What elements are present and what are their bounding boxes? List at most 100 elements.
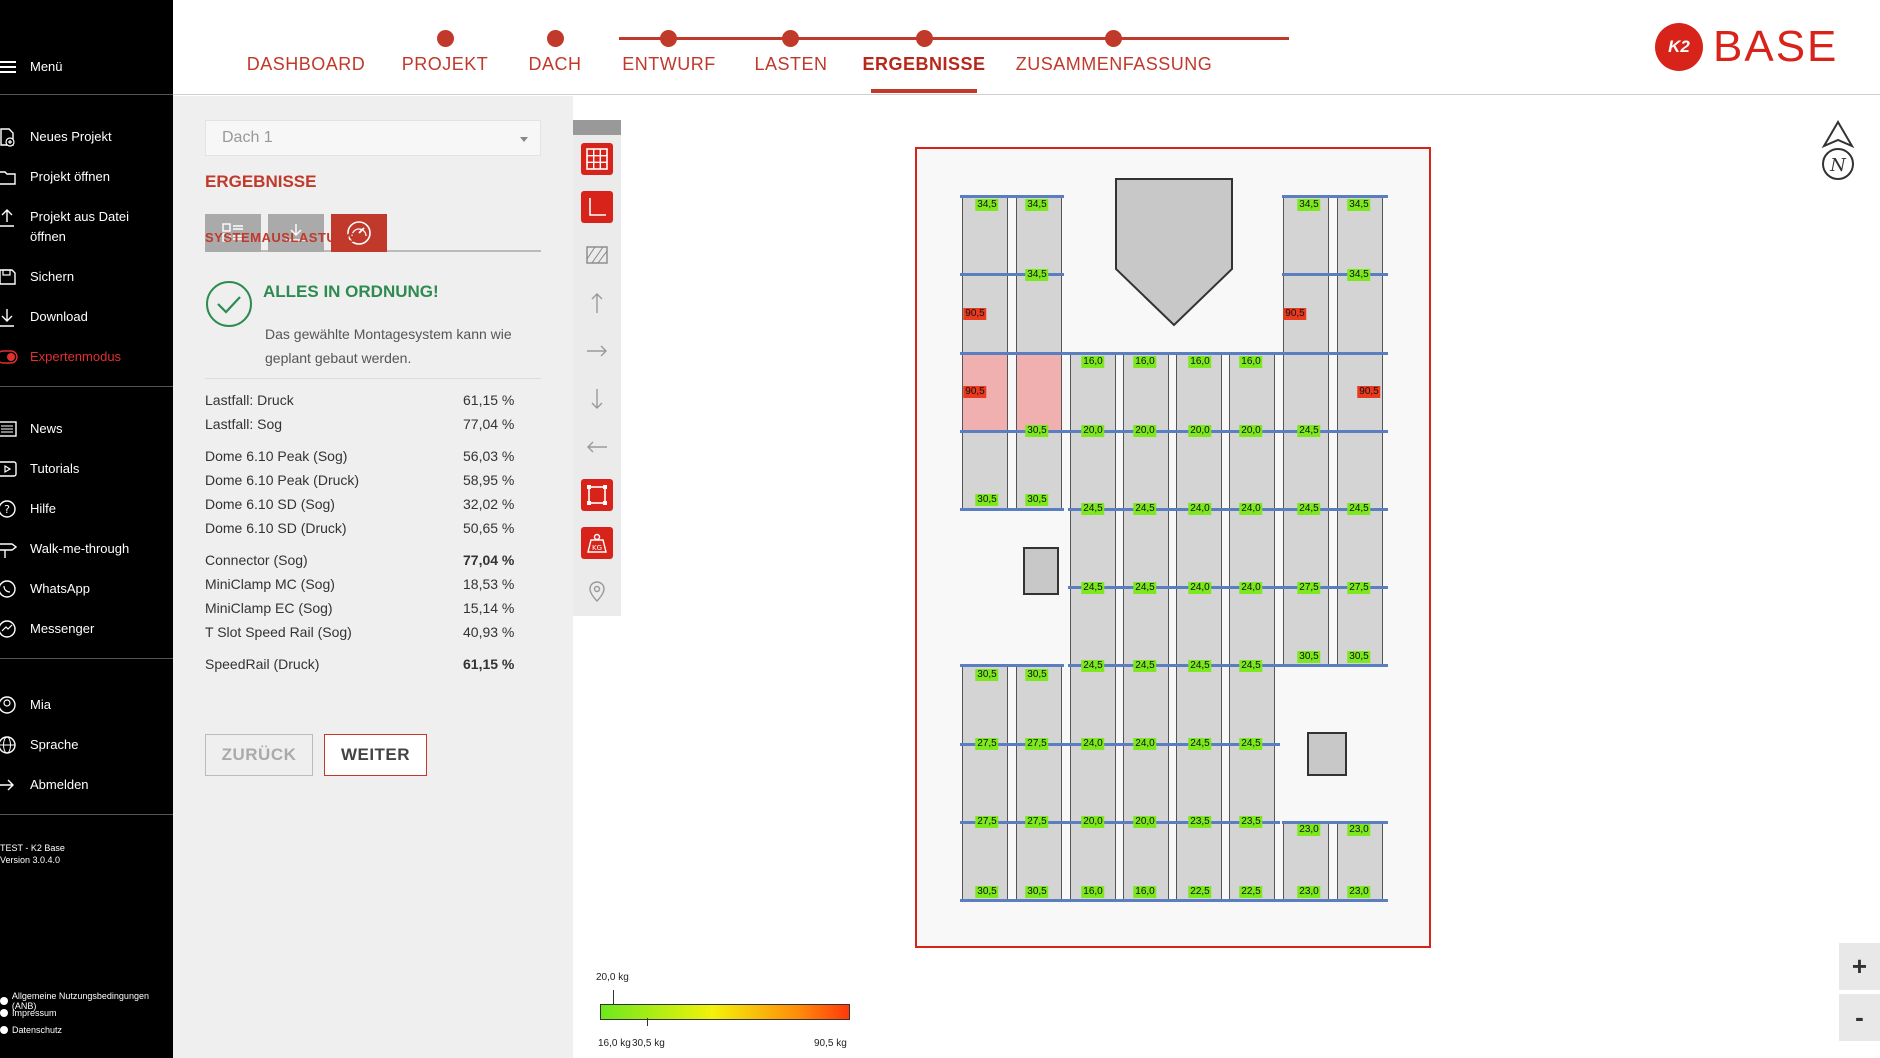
sidebar-item-logout[interactable]: Abmelden bbox=[0, 774, 89, 796]
roof-select-value: Dach 1 bbox=[222, 129, 273, 146]
load-value-tag: 24,5 bbox=[1239, 660, 1263, 672]
load-value-tag: 30,5 bbox=[975, 886, 999, 898]
base-logo-text: BASE bbox=[1713, 22, 1839, 71]
solar-module bbox=[1070, 353, 1116, 901]
load-value-tag: 30,5 bbox=[1025, 494, 1049, 506]
sidebar-item-open-from-file[interactable]: Projekt aus Datei öffnen bbox=[0, 206, 150, 247]
tab-dashboard[interactable]: DASHBOARD bbox=[246, 54, 366, 74]
download-tray-icon bbox=[286, 224, 306, 241]
zoom-out-button[interactable]: - bbox=[1839, 994, 1880, 1041]
load-value-tag: 90,5 bbox=[1283, 308, 1307, 320]
load-value-tag: 20,0 bbox=[1081, 425, 1105, 437]
mounting-rail bbox=[1068, 508, 1388, 511]
mounting-rail bbox=[960, 273, 1064, 276]
tab-zusammenfassung[interactable]: ZUSAMMENFASSUNG bbox=[1015, 54, 1213, 74]
sidebar-item-help[interactable]: ? Hilfe bbox=[0, 498, 56, 520]
solar-module bbox=[1229, 353, 1275, 901]
mounting-rail bbox=[960, 743, 1280, 746]
result-row: Dome 6.10 Peak (Druck) 58,95 % bbox=[205, 472, 515, 488]
edge-tool-button[interactable] bbox=[581, 191, 613, 223]
sidebar-item-whatsapp[interactable]: WhatsApp bbox=[0, 578, 90, 600]
back-button[interactable]: ZURÜCK bbox=[205, 734, 313, 776]
sidebar-item-news[interactable]: News bbox=[0, 418, 63, 440]
sidebar-item-save[interactable]: Sichern bbox=[0, 266, 74, 288]
upload-icon bbox=[0, 206, 18, 228]
menu-button[interactable]: Menü bbox=[0, 56, 63, 78]
arrow-down-icon bbox=[591, 389, 603, 409]
sidebar-item-download[interactable]: Download bbox=[0, 306, 88, 328]
load-value-tag: 90,5 bbox=[963, 386, 987, 398]
sidebar-item-new-project[interactable]: Neues Projekt bbox=[0, 126, 112, 148]
load-value-tag: 20,0 bbox=[1133, 425, 1157, 437]
load-value-tag: 24,5 bbox=[1297, 425, 1321, 437]
mounting-rail bbox=[960, 508, 1064, 511]
arrow-down-button[interactable] bbox=[581, 383, 613, 415]
mounting-rail bbox=[960, 195, 1064, 198]
check-circle-icon bbox=[205, 280, 253, 333]
sidebar-item-walkthrough[interactable]: Walk-me-through bbox=[0, 538, 129, 560]
load-value-tag: 24,5 bbox=[1081, 660, 1105, 672]
load-value-tag: 24,5 bbox=[1297, 503, 1321, 515]
svg-text:KG: KG bbox=[592, 544, 602, 552]
status-title: ALLES IN ORDNUNG! bbox=[263, 282, 439, 301]
load-value-tag: 30,5 bbox=[1025, 425, 1049, 437]
result-row: MiniClamp EC (Sog) 15,14 % bbox=[205, 600, 515, 616]
divider bbox=[0, 814, 173, 815]
tab-entwurf[interactable]: ENTWURF bbox=[622, 54, 716, 74]
result-row: Dome 6.10 SD (Druck) 50,65 % bbox=[205, 520, 515, 536]
weight-tool-button[interactable]: KG bbox=[581, 527, 613, 559]
zoom-in-button[interactable]: + bbox=[1839, 943, 1880, 990]
tab-dach[interactable]: DACH bbox=[528, 54, 582, 74]
sidebar-item-expert-mode[interactable]: Expertenmodus bbox=[0, 346, 121, 368]
mounting-rail bbox=[960, 899, 1388, 902]
roof-select[interactable]: Dach 1 bbox=[205, 120, 541, 156]
sidebar-item-language[interactable]: Sprache bbox=[0, 734, 78, 756]
load-value-tag: 24,5 bbox=[1239, 738, 1263, 750]
messenger-icon bbox=[0, 618, 18, 640]
tab-lasten[interactable]: LASTEN bbox=[754, 54, 828, 74]
sidebar: Menü Neues Projekt Projekt öffnen Projek… bbox=[0, 0, 173, 1058]
panel-title: ERGEBNISSE bbox=[205, 172, 317, 191]
tab-projekt[interactable]: PROJEKT bbox=[401, 54, 489, 74]
download-icon bbox=[0, 306, 18, 328]
newspaper-icon bbox=[0, 418, 18, 440]
result-row: T Slot Speed Rail (Sog) 40,93 % bbox=[205, 624, 515, 640]
arrow-up-button[interactable] bbox=[581, 287, 613, 319]
step-dot-zusammenfassung bbox=[1105, 30, 1122, 47]
legend-max-label: 90,5 kg bbox=[814, 1038, 847, 1049]
load-value-tag: 20,0 bbox=[1081, 816, 1105, 828]
mounting-rail bbox=[960, 430, 1388, 433]
load-value-tag: 23,5 bbox=[1188, 816, 1212, 828]
tab-download-view[interactable] bbox=[268, 214, 324, 252]
frame-tool-button[interactable] bbox=[581, 479, 613, 511]
solar-module bbox=[1176, 353, 1222, 901]
sidebar-item-mia[interactable]: Mia bbox=[0, 694, 51, 716]
load-value-tag: 34,5 bbox=[1347, 269, 1371, 281]
mounting-rail bbox=[1068, 586, 1388, 589]
grid-icon bbox=[586, 148, 608, 170]
load-value-tag: 24,5 bbox=[1081, 503, 1105, 515]
sidebar-item-tutorials[interactable]: Tutorials bbox=[0, 458, 79, 480]
arrow-left-button[interactable] bbox=[581, 431, 613, 463]
location-tool-button[interactable] bbox=[581, 575, 613, 607]
grid-tool-button[interactable] bbox=[581, 143, 613, 175]
hatch-tool-button[interactable] bbox=[581, 239, 613, 271]
terms-link[interactable]: Allgemeine Nutzungsbedingungen (ANB) bbox=[0, 991, 173, 1011]
load-value-tag: 20,0 bbox=[1188, 425, 1212, 437]
hatch-icon bbox=[586, 246, 608, 264]
info-icon bbox=[0, 1009, 8, 1017]
tab-ergebnisse[interactable]: ERGEBNISSE bbox=[862, 54, 986, 74]
privacy-link[interactable]: Datenschutz bbox=[0, 1025, 62, 1035]
tab-utilization-view[interactable] bbox=[331, 214, 387, 252]
sidebar-item-open-project[interactable]: Projekt öffnen bbox=[0, 166, 110, 188]
next-button[interactable]: WEITER bbox=[324, 734, 427, 776]
sidebar-item-messenger[interactable]: Messenger bbox=[0, 618, 94, 640]
tab-list-view[interactable] bbox=[205, 214, 261, 252]
toolbar-header bbox=[573, 120, 621, 135]
load-value-tag: 24,5 bbox=[1188, 660, 1212, 672]
load-value-tag: 30,5 bbox=[1297, 651, 1321, 663]
info-icon bbox=[0, 997, 8, 1005]
roof-obstacle-pentagon bbox=[1115, 178, 1233, 327]
arrow-right-button[interactable] bbox=[581, 335, 613, 367]
imprint-link[interactable]: Impressum bbox=[0, 1008, 57, 1018]
